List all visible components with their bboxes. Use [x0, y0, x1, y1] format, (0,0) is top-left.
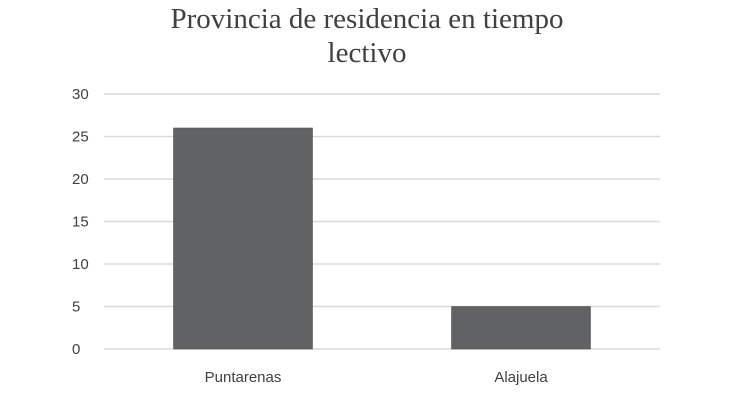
y-tick-label: 5: [72, 299, 80, 316]
y-tick-label: 15: [72, 214, 89, 231]
bar-puntarenas: [173, 127, 313, 350]
chart-title-line-1: Provincia de residencia en tiempo: [170, 3, 564, 35]
y-tick-label: 10: [72, 256, 89, 273]
x-tick-label: Puntarenas: [205, 369, 282, 386]
y-tick-label: 30: [72, 86, 89, 103]
y-tick-label: 25: [72, 129, 89, 146]
bar-alajuela: [451, 306, 591, 350]
chart-title: Provincia de residencia en tiempo lectiv…: [0, 2, 734, 70]
chart-title-line-2: lectivo: [327, 37, 407, 69]
y-tick-label: 20: [72, 171, 89, 188]
x-tick-label: Alajuela: [494, 369, 548, 386]
y-tick-label: 0: [72, 341, 80, 358]
